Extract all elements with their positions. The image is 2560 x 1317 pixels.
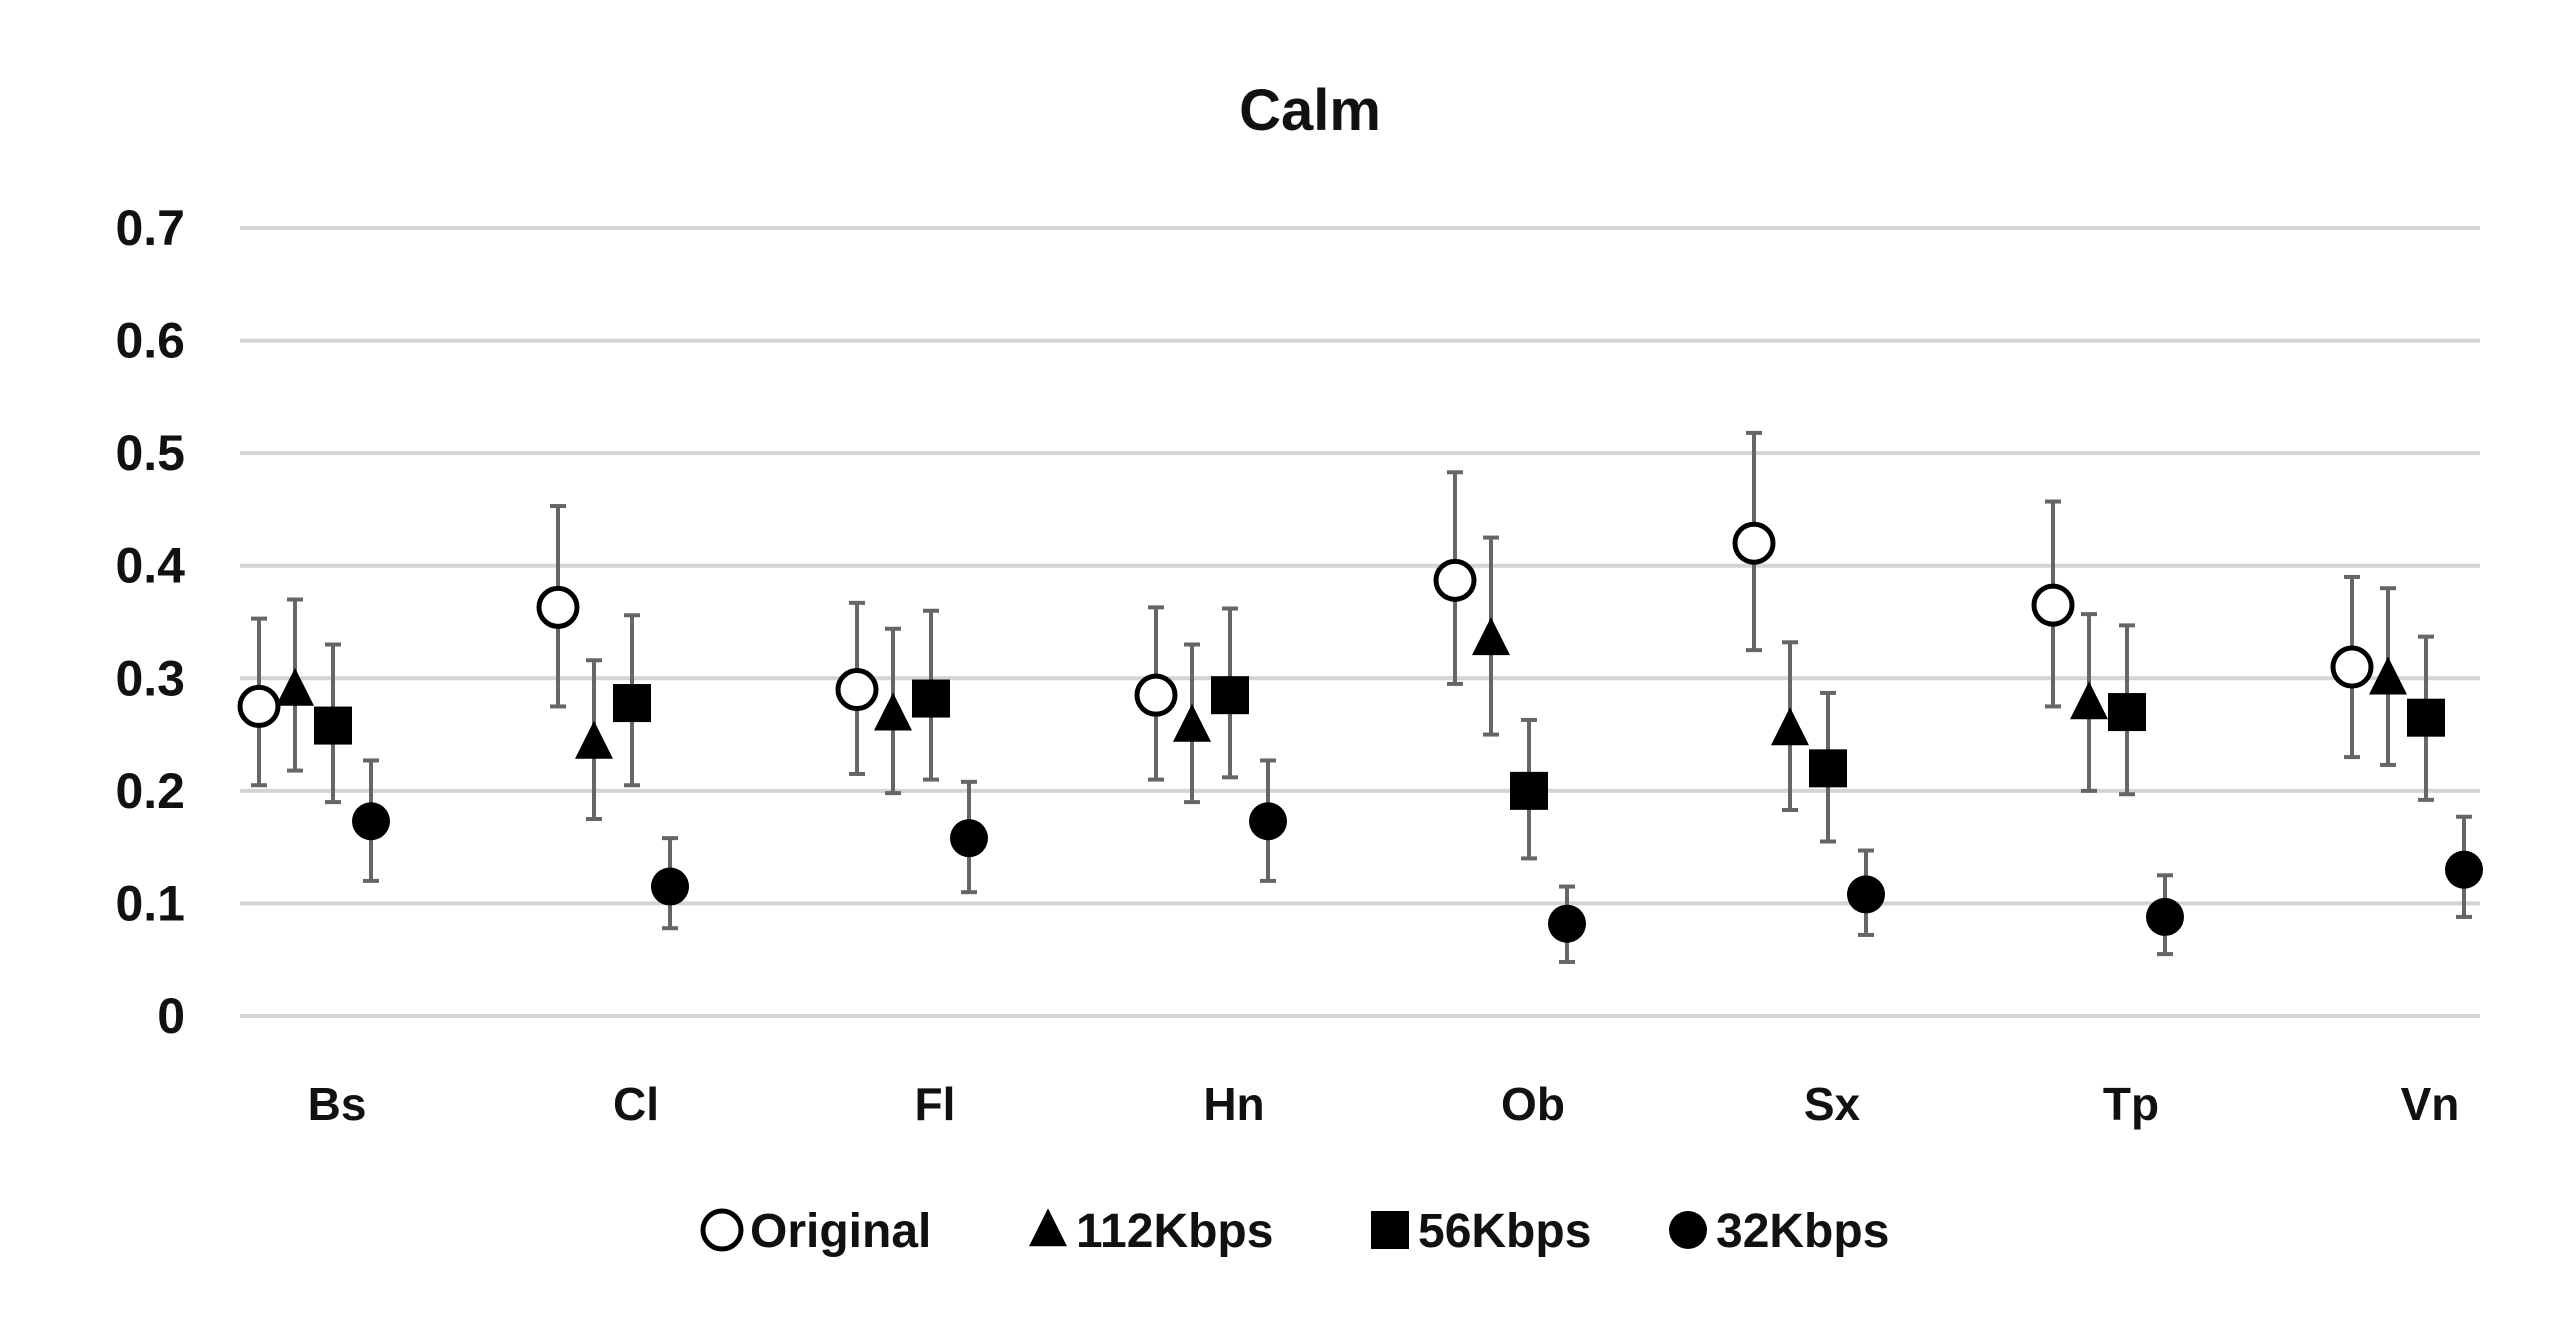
data-point-filled-circle: [1847, 875, 1885, 914]
data-point-open-circle: [536, 585, 580, 629]
data-point-open-circle: [237, 684, 281, 728]
data-point-open-circle: [1134, 673, 1178, 717]
data-point-filled-triangle: [1472, 617, 1510, 656]
y-tick-label: 0.7: [115, 200, 185, 256]
legend-label: Original: [750, 1205, 931, 1258]
data-point-filled-triangle: [1771, 707, 1809, 746]
data-point-filled-circle: [2146, 897, 2184, 936]
y-axis-ticks: 0 0.1 0.2 0.3 0.4 0.5 0.6 0.7: [115, 200, 185, 1044]
legend-label: 32Kbps: [1716, 1205, 1889, 1258]
data-point-filled-circle: [1548, 904, 1586, 943]
data-point-filled-circle: [651, 867, 689, 906]
legend-label: 112Kbps: [1076, 1205, 1273, 1258]
data-point-filled-square: [314, 706, 352, 745]
chart-title: Calm: [1239, 78, 1381, 143]
y-tick-label: 0.5: [115, 425, 185, 481]
data-point-filled-circle: [352, 802, 390, 841]
data-point-filled-square: [2407, 698, 2445, 737]
data-point-filled-circle: [1249, 802, 1287, 841]
legend: Original 112Kbps 56Kbps 32Kbps: [700, 1205, 1889, 1258]
gridlines: [240, 226, 2480, 1018]
legend-label: 56Kbps: [1418, 1205, 1591, 1258]
data-point-open-circle: [2330, 645, 2374, 689]
data-markers: [237, 521, 2483, 943]
data-point-filled-triangle: [2070, 681, 2108, 720]
data-point-filled-square: [1510, 771, 1548, 810]
x-category-label: Ob: [1501, 1078, 1565, 1130]
x-category-label: Hn: [1203, 1078, 1264, 1130]
data-point-filled-square: [613, 684, 651, 723]
data-point-filled-triangle: [2369, 656, 2407, 695]
x-category-label: Bs: [308, 1078, 367, 1130]
legend-marker-filled-circle: [1669, 1211, 1707, 1249]
data-point-open-circle: [1433, 558, 1477, 602]
y-tick-label: 0.3: [115, 650, 185, 706]
data-point-open-circle: [2031, 583, 2075, 627]
data-point-filled-triangle: [575, 720, 613, 759]
data-point-open-circle: [1732, 521, 1776, 565]
y-tick-label: 0.6: [115, 313, 185, 369]
data-point-filled-triangle: [874, 692, 912, 731]
data-point-filled-triangle: [276, 667, 314, 706]
x-axis-categories: Bs Cl Fl Hn Ob Sx Tp Vn: [308, 1078, 2460, 1130]
x-category-label: Vn: [2401, 1078, 2460, 1130]
legend-marker-filled-triangle: [1029, 1208, 1067, 1247]
data-point-filled-square: [1809, 749, 1847, 788]
y-tick-label: 0.4: [115, 538, 185, 594]
x-category-label: Tp: [2103, 1078, 2159, 1130]
x-category-label: Cl: [613, 1078, 659, 1130]
data-point-open-circle: [835, 668, 879, 712]
data-point-filled-circle: [950, 819, 988, 858]
y-tick-label: 0.1: [115, 875, 185, 931]
data-point-filled-circle: [2445, 850, 2483, 889]
legend-marker-open-circle: [700, 1208, 744, 1252]
x-category-label: Sx: [1804, 1078, 1861, 1130]
data-point-filled-square: [2108, 693, 2146, 732]
data-point-filled-square: [912, 679, 950, 718]
data-point-filled-triangle: [1173, 703, 1211, 742]
x-category-label: Fl: [915, 1078, 956, 1130]
y-tick-label: 0: [157, 988, 185, 1044]
legend-marker-filled-square: [1371, 1211, 1409, 1249]
data-point-filled-square: [1211, 676, 1249, 715]
y-tick-label: 0.2: [115, 763, 185, 819]
